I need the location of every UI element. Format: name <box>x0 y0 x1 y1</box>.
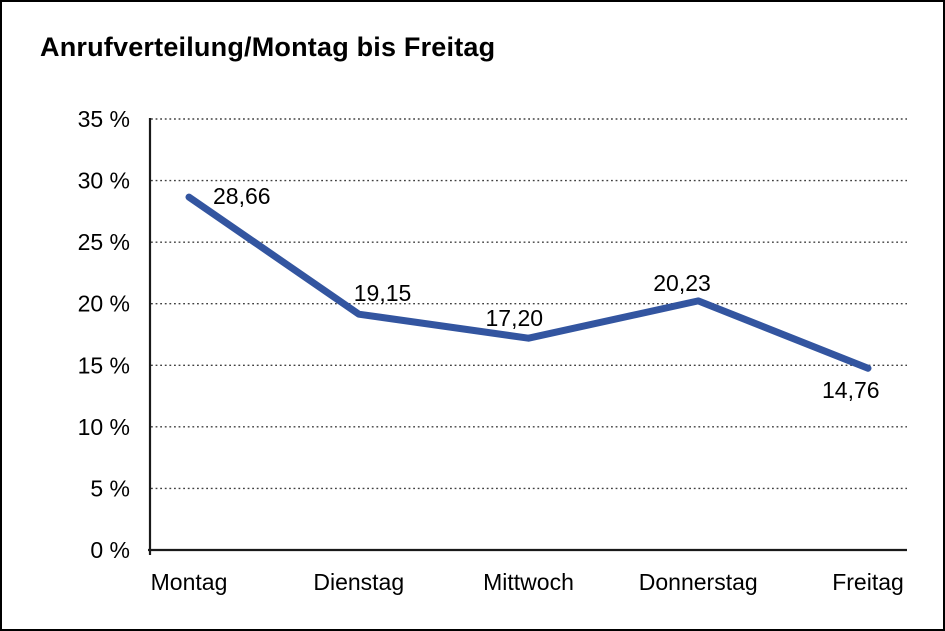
data-value-label: 14,76 <box>822 377 880 403</box>
x-category-label: Mittwoch <box>483 569 574 595</box>
data-value-label: 19,15 <box>354 280 412 306</box>
data-value-label: 17,20 <box>486 305 544 331</box>
x-category-label: Dienstag <box>313 569 404 595</box>
y-tick-label: 0 % <box>90 537 130 563</box>
y-tick-label: 15 % <box>78 352 130 378</box>
y-tick-label: 35 % <box>78 106 130 132</box>
y-tick-label: 10 % <box>78 414 130 440</box>
x-category-label: Freitag <box>832 569 904 595</box>
data-line <box>185 193 872 372</box>
data-value-label: 28,66 <box>213 183 271 209</box>
chart-title: Anrufverteilung/Montag bis Freitag <box>40 32 496 62</box>
y-tick-label: 30 % <box>78 168 130 194</box>
data-value-label: 20,23 <box>653 270 711 296</box>
x-category-label: Montag <box>151 569 228 595</box>
y-tick-label: 20 % <box>78 291 130 317</box>
y-tick-label: 5 % <box>90 475 130 501</box>
y-tick-label: 25 % <box>78 229 130 255</box>
x-category-label: Donnerstag <box>639 569 758 595</box>
